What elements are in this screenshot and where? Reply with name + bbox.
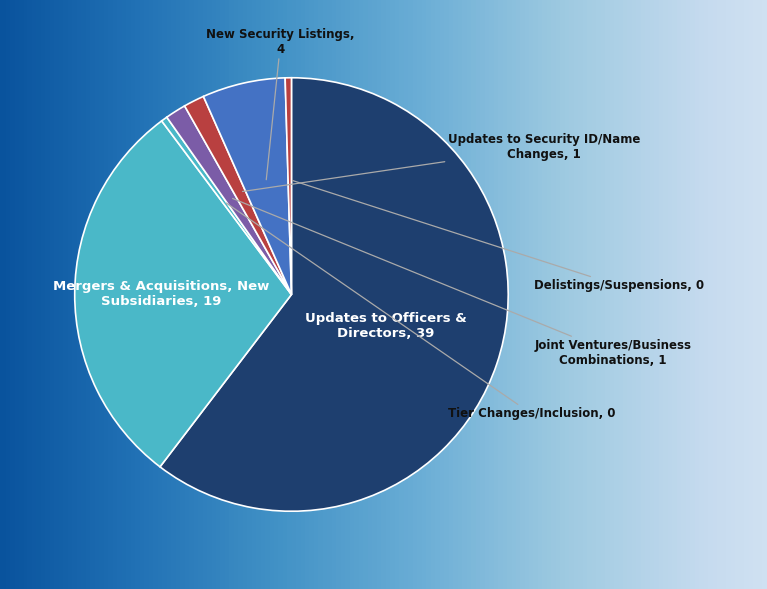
Wedge shape [160,78,509,511]
Text: Mergers & Acquisitions, New
Subsidiaries, 19: Mergers & Acquisitions, New Subsidiaries… [53,280,269,308]
Wedge shape [166,106,291,294]
Wedge shape [285,78,291,294]
Text: Updates to Security ID/Name
Changes, 1: Updates to Security ID/Name Changes, 1 [242,133,640,191]
Text: Joint Ventures/Business
Combinations, 1: Joint Ventures/Business Combinations, 1 [232,198,691,367]
Wedge shape [203,78,291,294]
Wedge shape [185,97,291,294]
Text: Updates to Officers &
Directors, 39: Updates to Officers & Directors, 39 [305,312,467,340]
Text: Tier Changes/Inclusion, 0: Tier Changes/Inclusion, 0 [226,203,615,420]
Wedge shape [74,121,291,467]
Text: New Security Listings,
4: New Security Listings, 4 [206,28,355,180]
Text: Delistings/Suspensions, 0: Delistings/Suspensions, 0 [292,180,704,292]
Wedge shape [162,117,291,294]
